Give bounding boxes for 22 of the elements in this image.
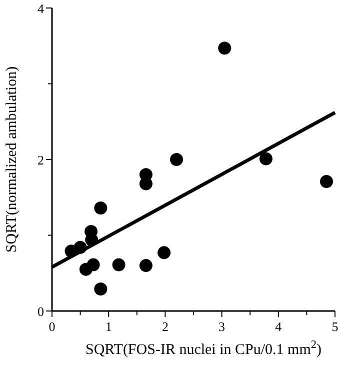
point — [320, 174, 334, 188]
point — [158, 246, 171, 260]
point — [94, 201, 108, 214]
x-tick-label: 4 — [275, 319, 282, 334]
x-tick-label: 3 — [218, 319, 226, 334]
point — [170, 153, 184, 166]
x-tick-label: 5 — [332, 319, 338, 334]
point — [94, 282, 108, 296]
x-tick-label: 1 — [105, 319, 112, 334]
x-tick-label: 2 — [162, 319, 168, 334]
y-tick-label: 4 — [38, 1, 44, 16]
point — [112, 258, 126, 272]
x-axis-title: SQRT(FOS-IR nuclei in CPu/0.1 mm$^{2}$) — [86, 339, 322, 358]
point — [139, 177, 152, 190]
x-tick-label: 0 — [48, 319, 56, 334]
y-tick-label: 2 — [38, 152, 44, 168]
y-tick-label: 0 — [38, 304, 44, 319]
point — [218, 42, 232, 55]
point — [139, 259, 152, 272]
y-axis-title: SQRT(normalized ambulation) — [4, 66, 20, 253]
point — [259, 152, 272, 166]
point — [86, 258, 100, 272]
